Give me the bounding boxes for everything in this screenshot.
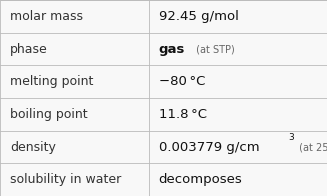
Text: 11.8 °C: 11.8 °C	[159, 108, 207, 121]
Text: phase: phase	[10, 43, 47, 55]
Text: molar mass: molar mass	[10, 10, 83, 23]
Text: solubility in water: solubility in water	[10, 173, 121, 186]
Text: density: density	[10, 141, 56, 153]
Text: (at 25 °C): (at 25 °C)	[296, 142, 327, 152]
Text: melting point: melting point	[10, 75, 93, 88]
Text: 0.003779 g/cm: 0.003779 g/cm	[159, 141, 259, 153]
Text: 92.45 g/mol: 92.45 g/mol	[159, 10, 238, 23]
Text: boiling point: boiling point	[10, 108, 87, 121]
Text: gas: gas	[159, 43, 185, 55]
Text: −80 °C: −80 °C	[159, 75, 205, 88]
Text: decomposes: decomposes	[159, 173, 242, 186]
Text: 3: 3	[288, 133, 294, 142]
Text: (at STP): (at STP)	[193, 44, 234, 54]
